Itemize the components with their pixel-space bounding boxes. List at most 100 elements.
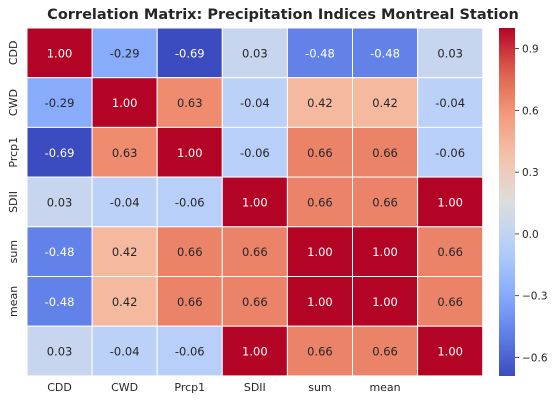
cell-value-label-r3-c6: 1.00	[437, 195, 463, 209]
chart-title: Correlation Matrix: Precipitation Indice…	[47, 7, 519, 23]
cell-value-label-r3-c5: 0.66	[372, 195, 398, 209]
heatmap-cell-r3-c6	[417, 176, 484, 228]
cell-value-label-r0-c4: -0.48	[305, 46, 335, 60]
colorbar-tick-label-5: −0.6	[522, 352, 548, 364]
cell-value-label-r2-c1: 0.63	[112, 146, 138, 160]
heatmap-cell-r3-c3	[221, 176, 288, 228]
cell-value-label-r2-c6: -0.06	[435, 146, 465, 160]
colorbar-tick-label-1: 0.6	[522, 105, 539, 117]
y-tick-label-0: CDD	[7, 41, 20, 66]
cell-value-label-r0-c2: -0.69	[175, 46, 205, 60]
cell-value-label-r5-c3: 0.66	[242, 295, 268, 309]
cell-value-label-r6-c3: 1.00	[242, 345, 268, 359]
heatmap-cell-r1-c0	[26, 77, 93, 128]
cell-value-label-r1-c0: -0.29	[45, 96, 75, 110]
cell-value-label-r4-c3: 0.66	[242, 245, 268, 259]
cell-value-label-r3-c2: -0.06	[175, 195, 205, 209]
cell-value-label-r6-c2: -0.06	[175, 345, 205, 359]
colorbar-tick-label-4: −0.3	[522, 291, 548, 303]
heatmap-cell-r6-c0	[26, 325, 93, 377]
cell-value-label-r5-c0: -0.48	[45, 295, 75, 309]
colorbar-gradient	[499, 28, 515, 376]
cell-value-label-r0-c0: 1.00	[47, 46, 73, 60]
cell-value-label-r4-c1: 0.42	[112, 245, 138, 259]
cell-value-label-r6-c1: -0.04	[110, 345, 140, 359]
x-tick-label-3: SDII	[244, 381, 266, 394]
heatmap-cell-r2-c3	[221, 126, 288, 178]
colorbar-tick-label-2: 0.3	[522, 167, 539, 179]
x-tick-label-5: mean	[369, 381, 400, 394]
cell-value-label-r6-c4: 0.66	[307, 345, 333, 359]
x-tick-label-0: CDD	[47, 381, 72, 394]
heatmap-cell-r6-c3	[221, 325, 288, 377]
y-tick-label-4: sum	[7, 240, 20, 263]
cell-value-label-r4-c4: 1.00	[307, 245, 333, 259]
y-tick-label-1: CWD	[7, 89, 20, 116]
heatmap-cell-r5-c1	[91, 276, 158, 327]
heatmap-cell-r6-c6	[417, 325, 484, 377]
heatmap-cell-r0-c2	[156, 27, 223, 79]
heatmap-cell-r5-c6	[417, 276, 484, 327]
cell-value-label-r2-c5: 0.66	[372, 146, 398, 160]
x-tick-label-4: sum	[308, 381, 331, 394]
cell-value-label-r2-c2: 1.00	[177, 146, 203, 160]
heatmap-cell-r5-c0	[26, 276, 93, 327]
heatmap-cell-r4-c2	[156, 226, 223, 278]
cell-value-label-r6-c6: 1.00	[437, 345, 463, 359]
cell-value-label-r0-c5: -0.48	[370, 46, 400, 60]
cell-value-label-r3-c1: -0.04	[110, 195, 140, 209]
y-tick-label-2: Prcp1	[7, 137, 20, 168]
cell-value-label-r1-c2: 0.63	[177, 96, 203, 110]
heatmap-cell-r0-c0	[26, 27, 93, 79]
heatmap-cell-r4-c0	[26, 226, 93, 278]
cell-value-label-r3-c3: 1.00	[242, 195, 268, 209]
heatmap-cell-r1-c2	[156, 77, 223, 128]
cell-value-label-r1-c5: 0.42	[372, 96, 398, 110]
cell-value-label-r2-c3: -0.06	[240, 146, 270, 160]
x-axis-labels: CDD CWD Prcp1 SDII sum mean	[47, 381, 400, 394]
colorbar: 0.9 0.6 0.3 0.0 −0.3 −0.6	[499, 28, 548, 376]
heatmap-cell-r5-c4	[286, 276, 353, 327]
heatmap-cell-r6-c2	[156, 325, 223, 377]
cell-value-label-r0-c3: 0.03	[242, 46, 268, 60]
y-axis-labels: CDD CWD Prcp1 SDII sum mean	[7, 41, 20, 317]
heatmap-cell-r2-c2	[156, 126, 223, 178]
heatmap-cell-r3-c1	[91, 176, 158, 228]
colorbar-tick-label-0: 0.9	[522, 44, 539, 56]
cell-value-label-r1-c6: -0.04	[435, 96, 465, 110]
cell-value-label-r0-c1: -0.29	[110, 46, 140, 60]
cell-value-label-r5-c4: 1.00	[307, 295, 333, 309]
cell-value-label-r2-c0: -0.69	[45, 146, 75, 160]
heatmap-cell-r1-c6	[417, 77, 484, 128]
heatmap-cells: 1.00 -0.29 -0.69 0.03 -0.48 -0.48 0.03 -0.29 1.0…	[26, 27, 484, 377]
cell-value-label-r5-c6: 0.66	[437, 295, 463, 309]
x-tick-label-2: Prcp1	[174, 381, 205, 394]
heatmap-cell-r0-c1	[91, 27, 158, 79]
heatmap-cell-r3-c0	[26, 176, 93, 228]
heatmap-cell-r2-c1	[91, 126, 158, 178]
cell-value-label-r3-c4: 0.66	[307, 195, 333, 209]
colorbar-ticks: 0.9 0.6 0.3 0.0 −0.3 −0.6	[515, 44, 548, 364]
heatmap-cell-r2-c6	[417, 126, 484, 178]
y-tick-label-5: mean	[7, 286, 20, 317]
cell-value-label-r1-c4: 0.42	[307, 96, 333, 110]
heatmap-cell-r2-c4	[286, 126, 353, 178]
heatmap-cell-r3-c5	[352, 176, 419, 228]
cell-value-label-r4-c2: 0.66	[177, 245, 203, 259]
cell-value-label-r4-c5: 1.00	[372, 245, 398, 259]
cell-value-label-r1-c3: -0.04	[240, 96, 270, 110]
heatmap-cell-r2-c5	[352, 126, 419, 178]
heatmap-cell-r5-c3	[221, 276, 288, 327]
heatmap-cell-r1-c4	[286, 77, 353, 128]
cell-value-label-r3-c0: 0.03	[47, 195, 73, 209]
x-tick-label-1: CWD	[111, 381, 138, 394]
heatmap-cell-r0-c5	[352, 27, 419, 79]
cell-value-label-r5-c2: 0.66	[177, 295, 203, 309]
cell-value-label-r4-c0: -0.48	[45, 245, 75, 259]
y-tick-label-3: SDII	[7, 191, 20, 213]
cell-value-label-r6-c0: 0.03	[47, 345, 73, 359]
cell-value-label-r1-c1: 1.00	[112, 96, 138, 110]
heatmap-cell-r6-c5	[352, 325, 419, 377]
